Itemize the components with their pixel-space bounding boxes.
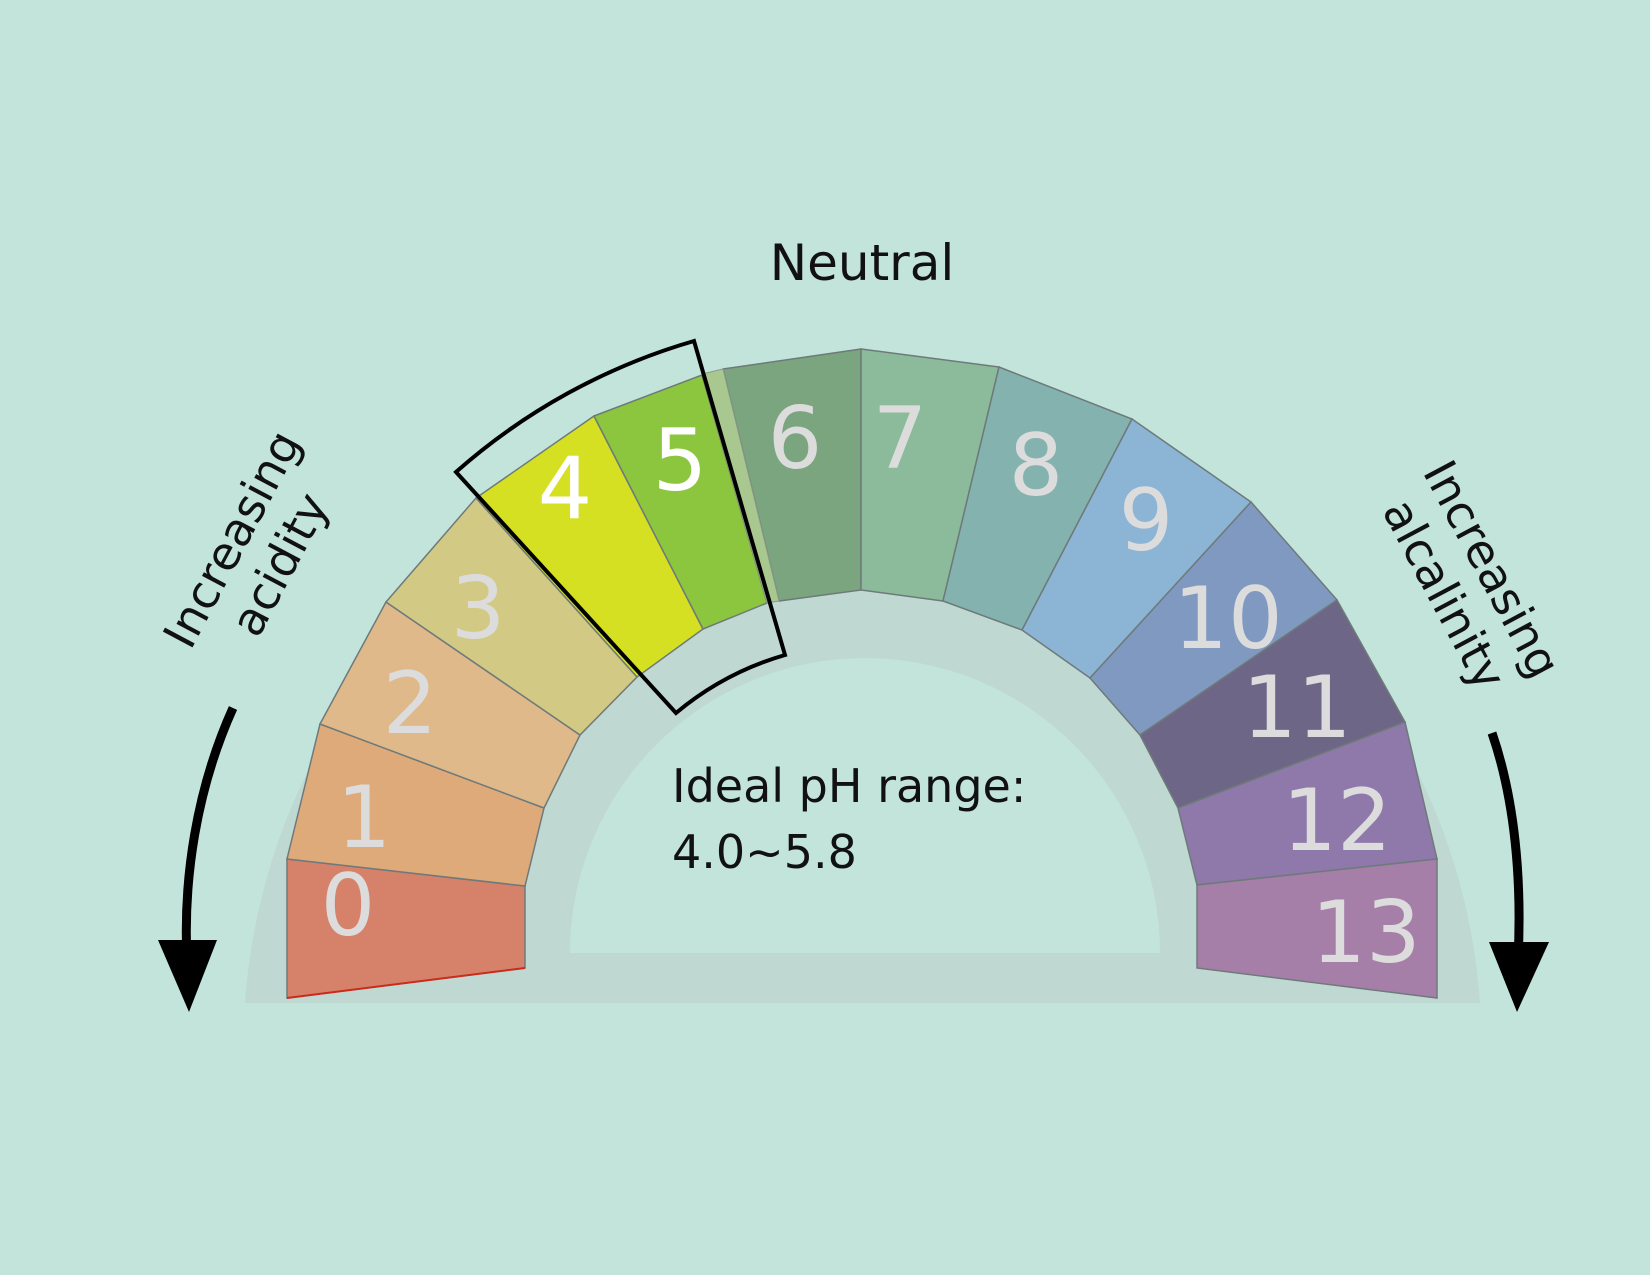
ph-scale-track-inner (570, 658, 1160, 953)
neutral-sliver (701, 368, 780, 604)
ph-number-4: 4 (538, 439, 593, 539)
acidity-label: Increasing acidity (152, 422, 339, 657)
ph-segment-0-edge (286, 967, 526, 999)
acidity-arrowhead-icon (158, 940, 217, 1012)
alkalinity-label: Increasing alcalinity (1372, 452, 1572, 699)
ph-number-10: 10 (1173, 569, 1282, 669)
ph-number-13: 13 (1311, 883, 1420, 983)
ph-segments (286, 348, 1438, 999)
ph-number-5: 5 (653, 411, 708, 511)
ph-number-0: 0 (321, 856, 376, 956)
alkalinity-arrow (1487, 731, 1524, 961)
ph-number-7: 7 (873, 389, 928, 489)
alkalinity-arrowhead-icon (1489, 942, 1549, 1012)
ideal-range-label: Ideal pH range: (672, 759, 1026, 813)
ph-segment-13 (1196, 858, 1438, 999)
acidity-arrow (181, 706, 238, 961)
ph-number-8: 8 (1009, 416, 1064, 516)
ph-number-3: 3 (451, 559, 506, 659)
ideal-range-values: 4.0~5.8 (672, 825, 857, 879)
ph-number-12: 12 (1282, 771, 1391, 871)
neutral-label: Neutral (770, 234, 955, 292)
ph-number-2: 2 (383, 654, 438, 754)
ph-number-6: 6 (768, 389, 823, 489)
ph-number-1: 1 (337, 768, 392, 868)
ph-number-9: 9 (1119, 471, 1174, 571)
ph-number-11: 11 (1242, 658, 1351, 758)
ideal-range-frame (453, 338, 788, 716)
